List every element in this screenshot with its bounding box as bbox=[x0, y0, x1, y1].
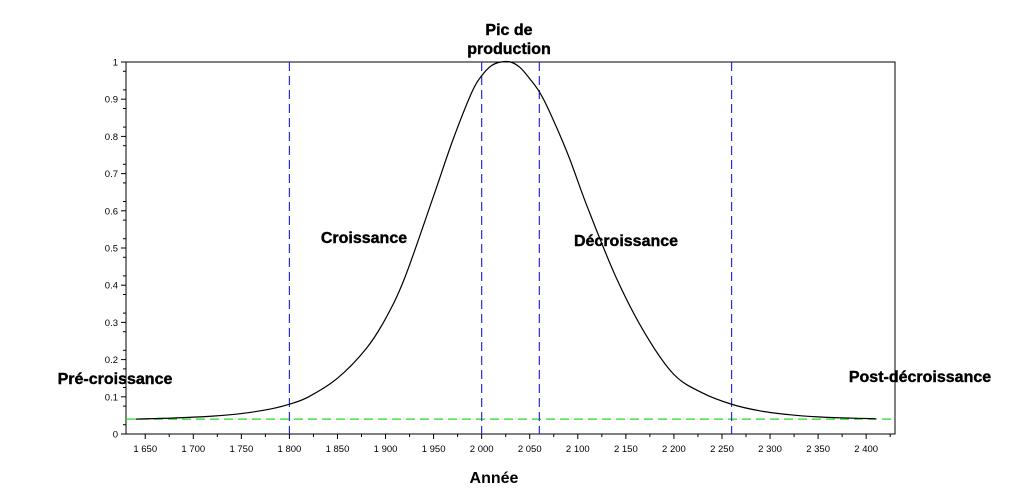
plot-frame bbox=[125, 61, 896, 435]
x-axis-title: Année bbox=[470, 470, 519, 487]
y-tick-label: 0.8 bbox=[105, 132, 118, 143]
y-tick-label: 0.9 bbox=[105, 95, 118, 106]
y-tick-label: 1 bbox=[113, 58, 118, 69]
x-tick-label: 2 050 bbox=[518, 444, 542, 455]
x-tick-label: 2 350 bbox=[806, 444, 830, 455]
y-tick-label: 0.4 bbox=[105, 281, 118, 292]
y-tick-label: 0 bbox=[113, 430, 118, 441]
x-axis: 1 650 1 700 1 750 1 800 1 850 1 900 1 950 2 000… bbox=[133, 434, 891, 455]
series-lines bbox=[135, 60, 876, 420]
x-tick-label: 1 800 bbox=[278, 444, 302, 455]
x-tick-label: 2 100 bbox=[566, 444, 590, 455]
x-tick-label: 2 200 bbox=[662, 444, 686, 455]
x-tick-label: 1 950 bbox=[422, 444, 446, 455]
x-tick-label: 2 400 bbox=[854, 444, 878, 455]
x-tick-label: 1 900 bbox=[374, 444, 398, 455]
x-tick-label: 2 250 bbox=[710, 444, 734, 455]
y-tick-label: 0.2 bbox=[105, 355, 118, 366]
x-tick-label: 1 850 bbox=[326, 444, 350, 455]
pre-croissance-label: Pré-croissance bbox=[58, 371, 173, 388]
y-tick-label: 0.7 bbox=[105, 169, 118, 180]
x-tick-label: 1 750 bbox=[229, 444, 253, 455]
y-tick-label: 0.6 bbox=[105, 206, 118, 217]
croissance-label: Croissance bbox=[321, 230, 407, 247]
x-tick-label: 2 000 bbox=[470, 444, 494, 455]
post-decroissance-label: Post-décroissance bbox=[849, 369, 991, 386]
x-tick-label: 2 150 bbox=[614, 444, 638, 455]
y-tick-label: 0.5 bbox=[105, 244, 118, 255]
peak-label-line-2: production bbox=[467, 41, 551, 58]
production-curve bbox=[135, 60, 876, 420]
x-tick-label: 1 650 bbox=[133, 444, 157, 455]
y-axis: 0 0.1 0.2 0.3 0.4 0.5 0.6 0.7 0.8 0.9 1 bbox=[105, 58, 126, 441]
y-tick-label: 0.1 bbox=[105, 392, 118, 403]
x-tick-label: 2 300 bbox=[758, 444, 782, 455]
peak-label-line-1: Pic de bbox=[485, 22, 532, 39]
phase-divider-lines bbox=[288, 62, 733, 434]
x-tick-label: 1 700 bbox=[181, 444, 205, 455]
y-tick-label: 0.3 bbox=[105, 318, 118, 329]
decroissance-label: Décroissance bbox=[574, 233, 678, 250]
